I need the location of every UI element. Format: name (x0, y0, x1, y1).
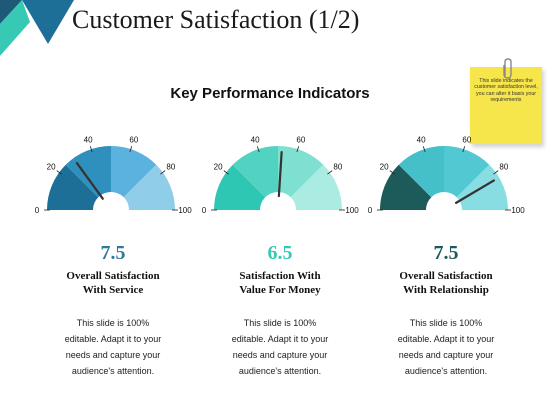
gauge-tick-label: 100 (178, 206, 192, 215)
gauge-segment (232, 146, 278, 198)
page-title: Customer Satisfaction (1/2) (72, 5, 360, 34)
kpi-desc-line: needs and capture your (398, 350, 494, 360)
gauge-tick-label: 0 (35, 206, 40, 215)
satisfaction-gauge: 0 20 40 60 80 100 (35, 136, 192, 215)
gauge-segment (214, 164, 266, 210)
satisfaction-gauge: 0 20 40 60 80 100 (202, 136, 359, 215)
kpi-label-line2: Value For Money (239, 284, 321, 296)
gauge-segment (111, 146, 157, 198)
gauge-tick-label: 20 (380, 163, 389, 172)
gauge-tick (129, 146, 133, 153)
kpi-score: 7.5 (433, 242, 459, 264)
gauge-tick-label: 80 (166, 163, 175, 172)
gauge-tick-label: 20 (47, 163, 56, 172)
gauge-row: 0 20 40 60 80 100 0 20 40 60 80 100 0 20 40 60 80 100 (35, 136, 525, 215)
gauge-segment (47, 164, 99, 210)
gauge-tick (296, 146, 300, 153)
gauge-tick-label: 40 (251, 136, 260, 145)
kpi-label-line2: With Service (82, 284, 144, 296)
gauge-tick-label: 60 (296, 136, 305, 145)
section-heading: Key Performance Indicators (170, 85, 370, 102)
gauge-tick-label: 60 (462, 136, 471, 145)
kpi-desc-line: This slide is 100% (76, 318, 150, 328)
gauge-tick (389, 170, 395, 175)
kpi-label: Satisfaction With Value For Money (205, 269, 355, 297)
gauge-needle (454, 179, 496, 204)
gauge-segment (380, 164, 432, 210)
gauge-tick (89, 146, 93, 153)
gauge-tick-label: 100 (511, 206, 525, 215)
kpi-desc-line: editable. Adapt it to your (397, 334, 495, 344)
kpi-description: This slide is 100% editable. Adapt it to… (371, 315, 521, 379)
kpi-desc-line: This slide is 100% (243, 318, 317, 328)
paperclip-icon (503, 58, 512, 79)
gauge-segment (278, 146, 324, 198)
gauge-segment (65, 146, 111, 198)
gauge-tick (256, 146, 260, 153)
kpi-desc-line: needs and capture your (232, 350, 328, 360)
kpi-desc-line: audience's attention. (238, 366, 322, 376)
gauge-tick (422, 146, 426, 153)
kpi-card-value: 6.5 Satisfaction With Value For Money Th… (205, 242, 355, 379)
kpi-desc-line: needs and capture your (65, 350, 161, 360)
kpi-label: Overall Satisfaction With Relationship (371, 269, 521, 297)
gauge-tick-label: 100 (345, 206, 359, 215)
gauge-needle (277, 151, 283, 198)
kpi-card-service: 7.5 Overall Satisfaction With Service Th… (38, 242, 188, 379)
corner-decoration (0, 0, 74, 56)
gauge-tick (56, 170, 62, 175)
gauge-tick-label: 40 (84, 136, 93, 145)
gauge-needle (75, 161, 104, 200)
kpi-description: This slide is 100% editable. Adapt it to… (205, 315, 355, 379)
kpi-desc-line: audience's attention. (71, 366, 155, 376)
gauge-tick-label: 40 (417, 136, 426, 145)
gauge-tick-label: 80 (499, 163, 508, 172)
gauge-tick-label: 20 (214, 163, 223, 172)
kpi-label-line1: Overall Satisfaction (66, 270, 160, 282)
kpi-score: 6.5 (267, 242, 293, 264)
kpi-desc-line: This slide is 100% (409, 318, 483, 328)
kpi-desc-line: editable. Adapt it to your (64, 334, 162, 344)
gauge-tick (327, 170, 333, 175)
gauge-segment (398, 146, 444, 198)
kpi-score: 7.5 (100, 242, 126, 264)
sticky-note-text: This slide indicates the customer satisf… (474, 78, 538, 104)
kpi-description: This slide is 100% editable. Adapt it to… (38, 315, 188, 379)
kpi-label-line1: Overall Satisfaction (399, 270, 493, 282)
gauge-tick-label: 0 (368, 206, 373, 215)
gauge-tick (493, 170, 499, 175)
kpi-card-relationship: 7.5 Overall Satisfaction With Relationsh… (371, 242, 521, 379)
kpi-label-line1: Satisfaction With (239, 270, 321, 282)
gauge-tick-label: 80 (333, 163, 342, 172)
gauge-tick (223, 170, 229, 175)
kpi-label: Overall Satisfaction With Service (38, 269, 188, 297)
sticky-note: This slide indicates the customer satisf… (470, 67, 542, 144)
gauge-tick-label: 0 (202, 206, 207, 215)
gauge-tick (160, 170, 166, 175)
kpi-desc-line: editable. Adapt it to your (231, 334, 329, 344)
satisfaction-gauge: 0 20 40 60 80 100 (368, 136, 525, 215)
kpi-desc-line: audience's attention. (404, 366, 488, 376)
gauge-segment (123, 164, 175, 210)
gauge-segment (444, 146, 490, 198)
gauge-segment (290, 164, 342, 210)
kpi-label-line2: With Relationship (403, 284, 489, 296)
gauge-tick (462, 146, 466, 153)
gauge-tick-label: 60 (129, 136, 138, 145)
